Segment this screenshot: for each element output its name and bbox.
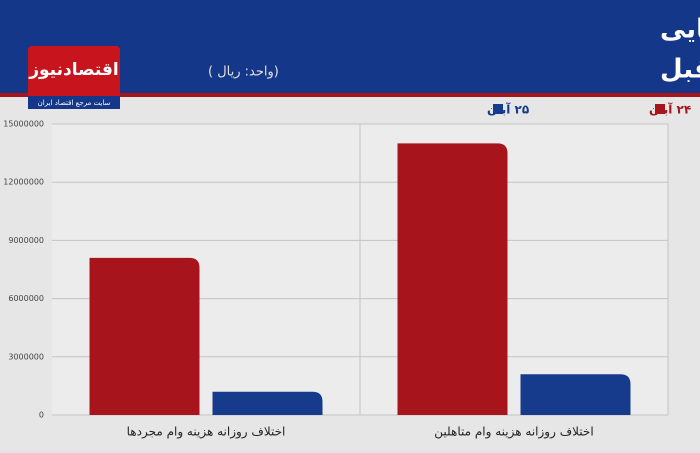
bar [397, 143, 508, 415]
logo: اقتصادنیوز [28, 60, 119, 80]
x-tick-label: اختلاف روزانه هزینه وام مجردها [127, 425, 286, 440]
legend-swatch [655, 104, 665, 114]
header-stripe [0, 93, 700, 97]
logo-tag-box [28, 96, 120, 109]
y-tick-label: 6000000 [8, 294, 44, 303]
logo-tagline: سایت مرجع اقتصاد ایران [38, 99, 111, 107]
legend-label: ۲۴ آبان [649, 102, 691, 117]
bar [212, 391, 323, 415]
y-tick-label: 12000000 [3, 178, 44, 187]
unit-label: (واحد: ریال ) [208, 65, 279, 80]
bar [89, 257, 200, 415]
chart-title: مقایسه اختلاف روزانه هزینه نهایی [660, 15, 700, 45]
bar [520, 374, 631, 415]
header-edge [668, 0, 700, 93]
logo-box [28, 46, 120, 98]
y-tick-label: 0 [39, 411, 44, 420]
y-tick-label: 3000000 [8, 352, 44, 361]
x-tick-label: اختلاف روزانه هزینه وام متاهلین [434, 425, 593, 440]
y-tick-label: 15000000 [3, 120, 44, 129]
legend-label: ۲۵ آبان [487, 102, 529, 117]
chart-subtitle: وام مسکن نسبت به روز قبل [660, 55, 700, 85]
y-tick-label: 9000000 [8, 236, 44, 245]
legend-swatch [493, 104, 503, 114]
